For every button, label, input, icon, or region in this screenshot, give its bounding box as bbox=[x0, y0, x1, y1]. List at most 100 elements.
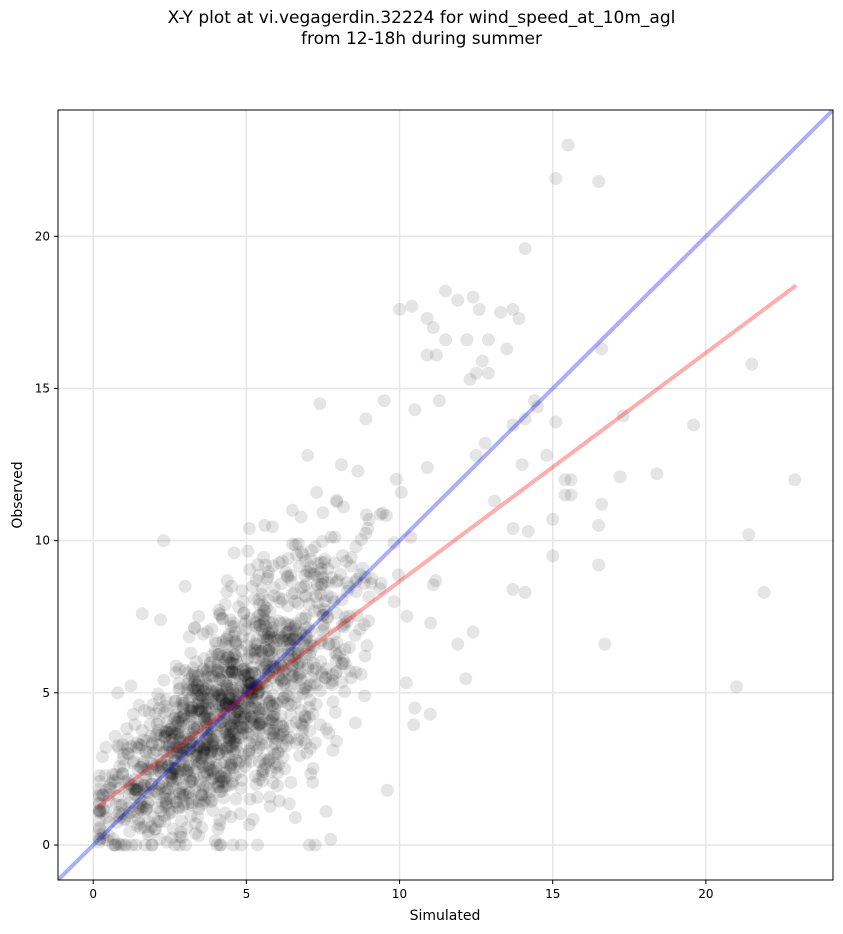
data-point bbox=[313, 718, 327, 732]
data-point bbox=[122, 795, 136, 809]
data-point bbox=[229, 711, 243, 725]
data-point bbox=[160, 781, 174, 795]
data-point bbox=[293, 749, 307, 763]
data-point bbox=[146, 757, 160, 771]
data-point bbox=[212, 603, 226, 617]
data-point bbox=[175, 740, 189, 754]
data-point bbox=[132, 791, 146, 805]
data-point bbox=[250, 619, 264, 633]
data-point bbox=[231, 667, 245, 681]
data-point bbox=[238, 675, 252, 689]
data-point bbox=[168, 838, 182, 852]
data-point bbox=[199, 698, 213, 712]
data-point bbox=[246, 660, 260, 674]
data-point bbox=[109, 838, 123, 852]
data-point bbox=[246, 675, 260, 689]
data-point bbox=[138, 745, 152, 759]
data-point bbox=[282, 642, 296, 656]
data-point bbox=[238, 617, 252, 631]
data-point bbox=[196, 743, 210, 757]
y-tick-label: 20 bbox=[35, 229, 50, 243]
data-point bbox=[191, 701, 205, 715]
data-point bbox=[420, 311, 434, 325]
data-point bbox=[143, 718, 157, 732]
data-point bbox=[225, 579, 239, 593]
data-point bbox=[165, 771, 179, 785]
data-point bbox=[318, 594, 332, 608]
data-point bbox=[224, 657, 238, 671]
data-point bbox=[235, 673, 249, 687]
data-point bbox=[284, 679, 298, 693]
data-point bbox=[199, 709, 213, 723]
data-point bbox=[191, 721, 205, 735]
data-point bbox=[166, 761, 180, 775]
data-point bbox=[152, 723, 166, 737]
data-point bbox=[274, 660, 288, 674]
data-point bbox=[279, 626, 293, 640]
data-point bbox=[321, 562, 335, 576]
data-point bbox=[230, 704, 244, 718]
data-point bbox=[127, 754, 141, 768]
data-point bbox=[109, 768, 123, 782]
data-point bbox=[205, 772, 219, 786]
data-point bbox=[226, 744, 240, 758]
data-point bbox=[252, 716, 266, 730]
data-point bbox=[144, 777, 158, 791]
data-point bbox=[301, 641, 315, 655]
data-point bbox=[266, 742, 280, 756]
data-point bbox=[231, 705, 245, 719]
data-point bbox=[251, 686, 265, 700]
data-point bbox=[199, 715, 213, 729]
data-point bbox=[326, 673, 340, 687]
data-point bbox=[128, 782, 142, 796]
data-point bbox=[282, 797, 296, 811]
data-point bbox=[148, 768, 162, 782]
data-point bbox=[268, 660, 282, 674]
data-point bbox=[291, 647, 305, 661]
data-point bbox=[316, 608, 330, 622]
data-point bbox=[190, 749, 204, 763]
data-point bbox=[321, 575, 335, 589]
data-point bbox=[243, 644, 257, 658]
data-point bbox=[260, 690, 274, 704]
data-point bbox=[192, 696, 206, 710]
data-point bbox=[242, 683, 256, 697]
data-point bbox=[327, 595, 341, 609]
data-point bbox=[463, 372, 477, 386]
data-point bbox=[274, 631, 288, 645]
data-point bbox=[159, 799, 173, 813]
data-point bbox=[267, 589, 281, 603]
data-point bbox=[262, 649, 276, 663]
data-point bbox=[207, 669, 221, 683]
data-point bbox=[238, 623, 252, 637]
data-point bbox=[616, 409, 630, 423]
data-point bbox=[225, 722, 239, 736]
data-point bbox=[180, 683, 194, 697]
data-point bbox=[247, 592, 261, 606]
data-point bbox=[324, 530, 338, 544]
data-point bbox=[263, 604, 277, 618]
data-point bbox=[92, 788, 106, 802]
data-point bbox=[170, 767, 184, 781]
data-point bbox=[132, 698, 146, 712]
data-point bbox=[213, 813, 227, 827]
data-point bbox=[182, 759, 196, 773]
data-point bbox=[179, 735, 193, 749]
data-point bbox=[229, 654, 243, 668]
data-point bbox=[225, 665, 239, 679]
data-point bbox=[172, 662, 186, 676]
data-point bbox=[252, 685, 266, 699]
data-point bbox=[228, 648, 242, 662]
data-point bbox=[284, 776, 298, 790]
data-point bbox=[281, 689, 295, 703]
data-point bbox=[251, 558, 265, 572]
data-point bbox=[176, 699, 190, 713]
data-point bbox=[256, 702, 270, 716]
data-point bbox=[273, 595, 287, 609]
data-point bbox=[221, 640, 235, 654]
data-point bbox=[144, 756, 158, 770]
data-point bbox=[192, 755, 206, 769]
data-point bbox=[253, 716, 267, 730]
data-point bbox=[131, 763, 145, 777]
data-point bbox=[200, 625, 214, 639]
